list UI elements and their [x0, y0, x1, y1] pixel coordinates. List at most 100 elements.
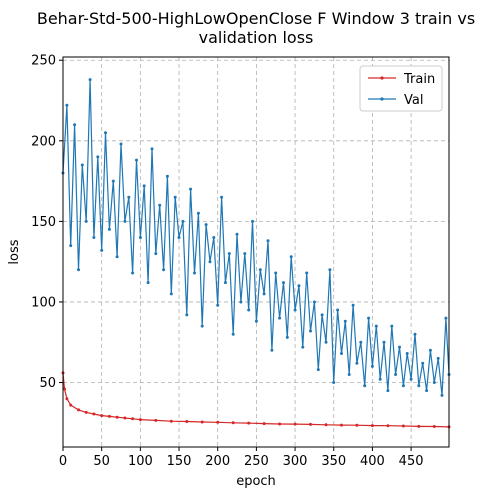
data-point-val: [394, 373, 398, 376]
data-point-val: [367, 316, 371, 320]
x-tick-label: 400: [360, 454, 385, 469]
data-point-val: [285, 335, 289, 339]
data-point-val: [320, 313, 324, 317]
y-axis-label: loss: [7, 239, 22, 264]
x-tick-label: 450: [399, 454, 424, 469]
legend-train-label: Train: [403, 72, 435, 87]
data-point-train: [169, 419, 173, 423]
x-tick-label: 0: [59, 454, 67, 469]
data-point-train: [216, 420, 220, 424]
data-point-val: [119, 142, 123, 146]
data-point-train: [401, 424, 405, 428]
data-point-train: [340, 423, 343, 427]
y-tick-label: 200: [31, 134, 56, 149]
data-point-val: [216, 303, 220, 307]
data-point-val: [432, 381, 436, 384]
data-point-val: [223, 281, 227, 285]
data-point-val: [177, 236, 181, 239]
data-point-val: [363, 384, 367, 388]
data-point-val: [77, 268, 80, 272]
data-point-val: [65, 103, 69, 107]
chart-title-line-1: Behar-Std-500-HighLowOpenClose F Window …: [37, 9, 475, 28]
data-point-val: [347, 373, 351, 376]
data-point-val: [107, 227, 111, 231]
data-point-val: [444, 316, 448, 320]
data-point-val: [359, 340, 363, 344]
data-point-val: [169, 292, 173, 296]
data-point-val: [336, 308, 340, 312]
data-point-val: [278, 316, 282, 320]
data-point-val: [73, 123, 77, 127]
data-point-train: [123, 416, 127, 420]
data-point-train: [324, 423, 328, 427]
data-point-val: [251, 219, 254, 223]
data-point-val: [316, 368, 320, 372]
data-point-val: [185, 313, 189, 317]
data-point-val: [428, 348, 432, 352]
data-point-train: [107, 414, 111, 418]
data-point-val: [115, 255, 119, 259]
x-axis-label: epoch: [236, 474, 276, 489]
grid: [62, 57, 449, 447]
data-point-val: [328, 268, 332, 272]
data-point-val: [413, 332, 417, 336]
data-point-val: [386, 389, 390, 393]
data-point-val: [293, 308, 297, 312]
data-point-train: [77, 408, 80, 412]
data-point-val: [135, 158, 138, 162]
data-point-val: [204, 223, 208, 227]
data-point-val: [409, 377, 413, 381]
x-tick-label: 350: [321, 454, 346, 469]
legend-val-marker: [380, 97, 384, 101]
data-point-train: [65, 397, 69, 401]
data-point-val: [69, 244, 73, 248]
data-point-val: [243, 252, 247, 256]
legend-val-label: Val: [404, 93, 423, 108]
y-tick-label: 50: [39, 376, 56, 391]
data-point-val: [351, 303, 355, 307]
x-tick-label: 100: [128, 454, 153, 469]
data-point-train: [154, 418, 158, 422]
x-tick-label: 150: [167, 454, 192, 469]
data-point-val: [181, 219, 185, 223]
data-point-val: [343, 319, 347, 323]
data-point-val: [154, 252, 158, 256]
data-point-train: [84, 410, 88, 414]
data-point-val: [270, 348, 274, 352]
ticks: 0 50 100 150 200 250 300 350 400 450 50 100 150 200 25…: [31, 54, 423, 469]
data-point-val: [301, 345, 305, 349]
data-point-val: [96, 155, 100, 159]
data-point-val: [390, 324, 394, 328]
data-point-val: [239, 300, 243, 304]
data-point-val: [220, 195, 224, 199]
data-point-train: [92, 412, 96, 416]
data-point-train: [100, 414, 104, 418]
legend-box: [359, 65, 443, 112]
data-point-train: [417, 424, 421, 428]
data-point-val: [227, 252, 231, 256]
legend-train-marker: [380, 76, 384, 80]
data-point-val: [401, 384, 405, 388]
data-point-train: [262, 422, 266, 426]
data-point-val: [138, 236, 142, 239]
data-point-val: [208, 260, 212, 264]
data-point-val: [398, 345, 401, 349]
data-point-val: [165, 174, 169, 178]
data-point-val: [309, 329, 312, 333]
data-point-val: [104, 131, 107, 135]
data-point-train: [69, 403, 73, 407]
data-point-val: [162, 268, 166, 272]
data-point-val: [158, 203, 162, 207]
data-point-val: [340, 352, 343, 355]
data-point-train: [115, 415, 119, 419]
data-point-train: [138, 418, 142, 422]
data-point-val: [231, 332, 235, 336]
data-point-val: [84, 219, 88, 223]
data-point-val: [235, 232, 239, 236]
data-point-train: [278, 422, 282, 426]
data-point-val: [92, 236, 96, 239]
data-point-train: [432, 425, 436, 428]
x-tick-label: 300: [283, 454, 308, 469]
series-train: [61, 371, 451, 429]
